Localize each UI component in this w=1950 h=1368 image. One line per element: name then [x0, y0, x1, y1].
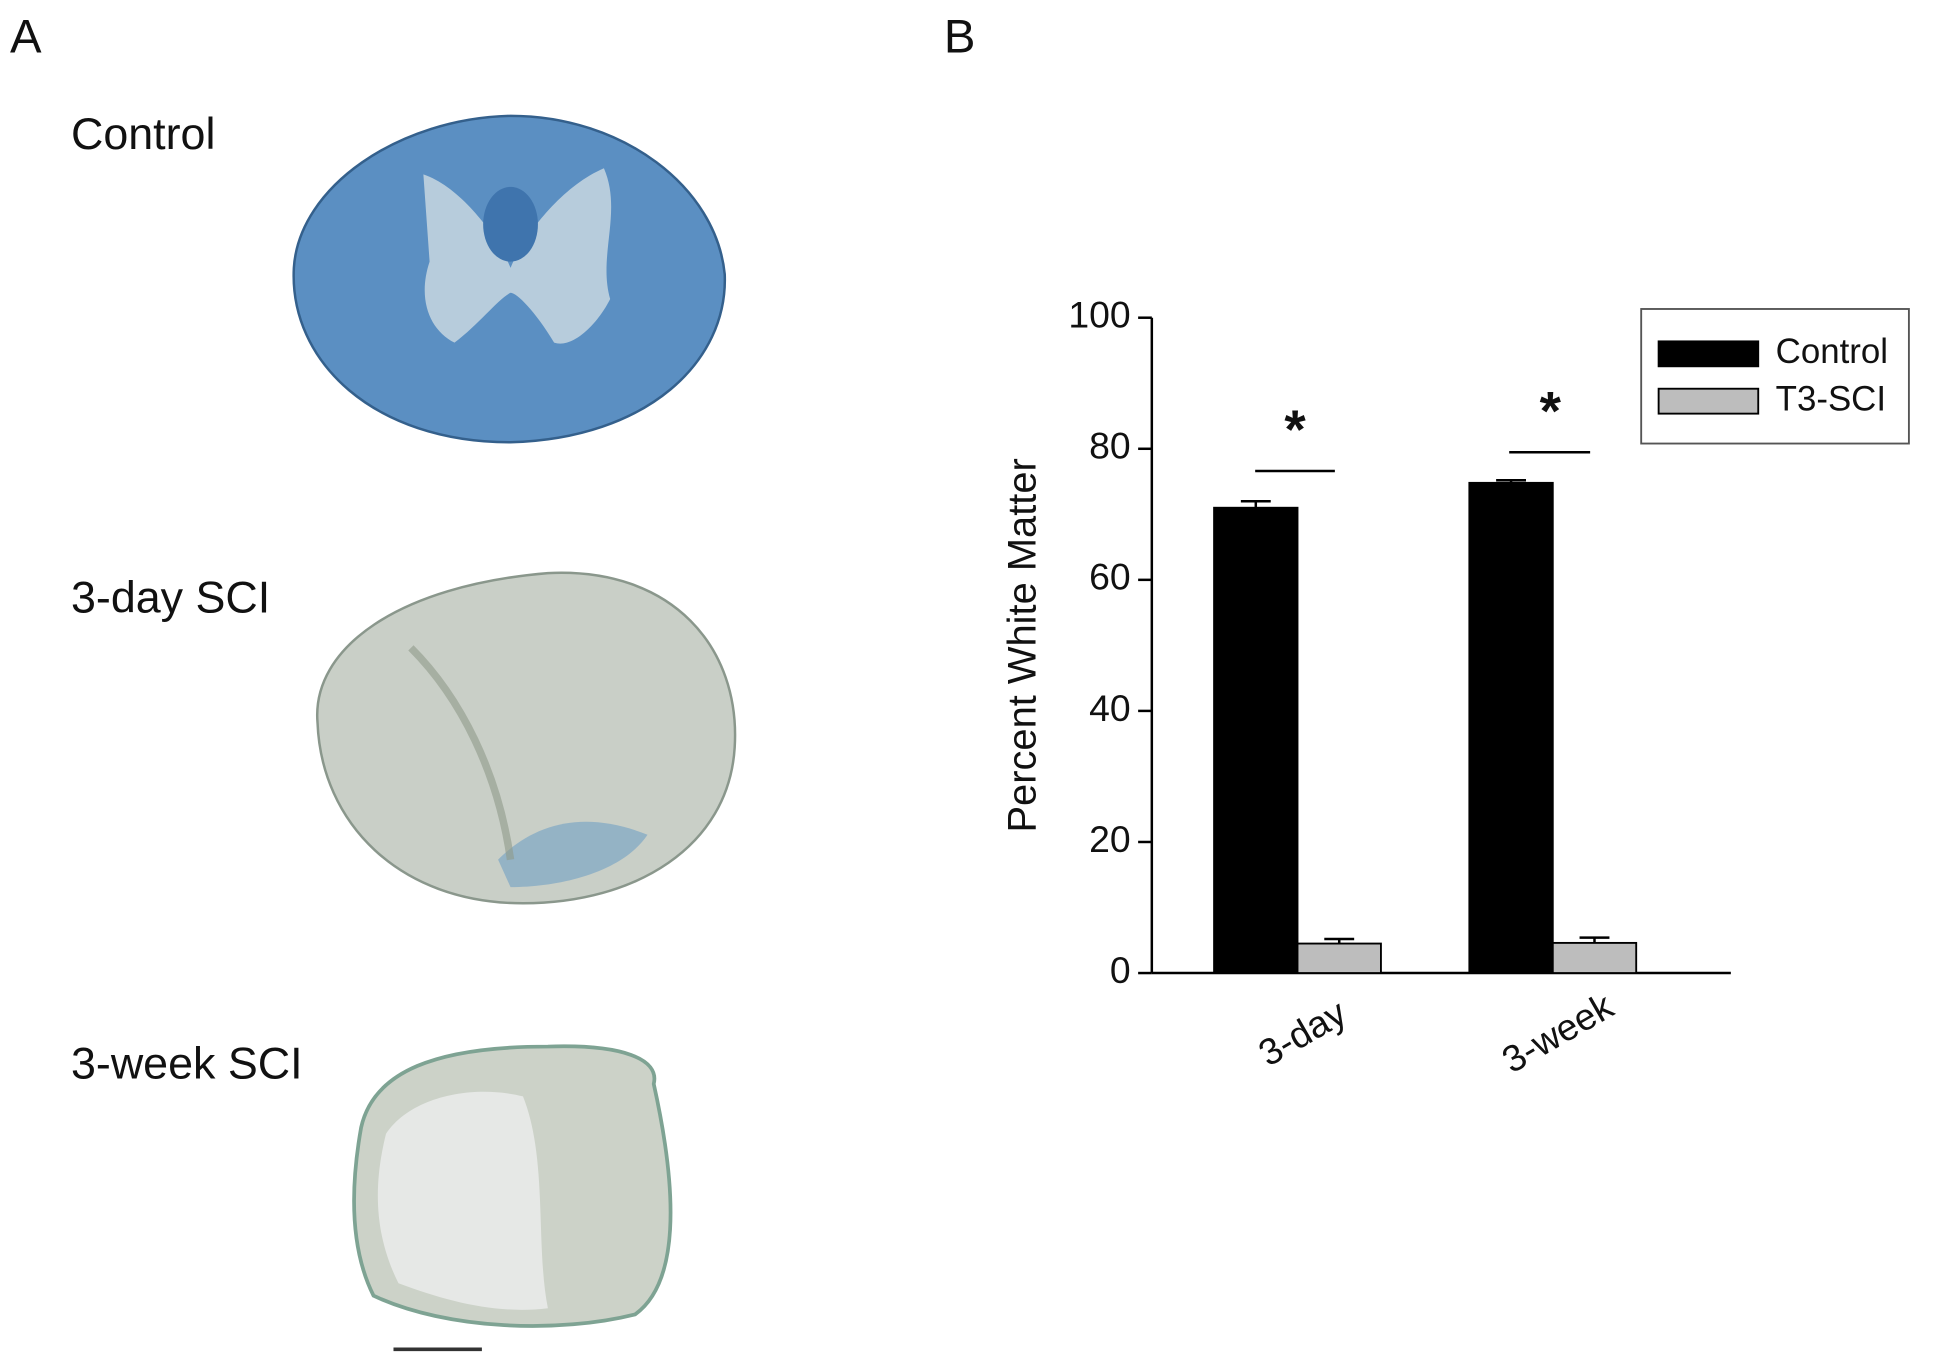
y-tick-label: 0 [1110, 949, 1131, 991]
legend-swatch [1657, 387, 1760, 415]
bar [1296, 942, 1382, 974]
micrograph [316, 571, 737, 905]
y-tick-label: 80 [1089, 425, 1131, 467]
y-tick-label: 60 [1089, 556, 1131, 598]
error-bar [1496, 478, 1527, 483]
bar [1551, 941, 1638, 974]
image-label: 3-week SCI [71, 1037, 303, 1088]
panel-label: B [944, 10, 976, 63]
legend-label: Control [1776, 332, 1888, 371]
legend-label: T3-SCI [1776, 379, 1886, 418]
y-tick-label: 100 [1068, 294, 1130, 336]
y-tick-label: 20 [1089, 818, 1131, 860]
error-bar [1324, 937, 1355, 944]
error-bar [1579, 936, 1610, 943]
y-axis-label: Percent White Matter [1000, 458, 1044, 832]
significance-star: * [1284, 398, 1306, 460]
bar [1213, 506, 1299, 974]
micrograph [292, 114, 726, 444]
legend-swatch [1657, 340, 1760, 368]
micrograph [352, 1044, 673, 1328]
x-tick-label: 3-day [1251, 991, 1353, 1074]
y-tick-label: 40 [1089, 687, 1131, 729]
x-tick-label: 3-week [1495, 984, 1621, 1081]
image-label: Control [71, 108, 215, 159]
panel-label: A [10, 10, 42, 63]
bar [1468, 481, 1554, 974]
error-bar [1240, 499, 1271, 508]
image-label: 3-day SCI [71, 571, 270, 622]
legend [1640, 308, 1910, 445]
significance-star: * [1540, 379, 1562, 441]
